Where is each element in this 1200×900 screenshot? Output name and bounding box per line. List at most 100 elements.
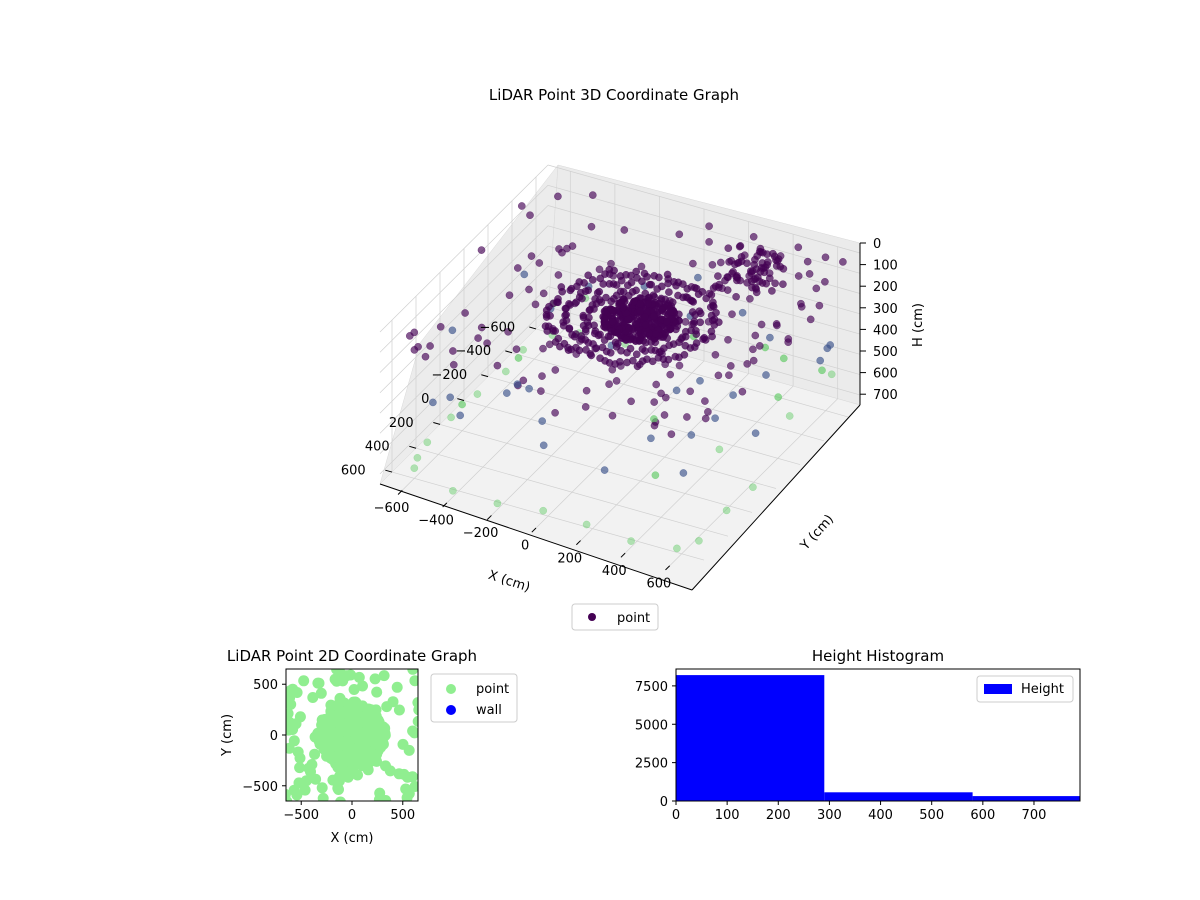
point-2d — [393, 704, 405, 716]
point-3d — [653, 285, 662, 293]
point-3d — [729, 391, 737, 399]
grid-floor-y — [624, 385, 794, 554]
point-2d — [294, 762, 306, 774]
point-2d — [341, 735, 353, 747]
point-3d — [421, 352, 430, 361]
point-2d — [310, 773, 322, 785]
point-3d — [651, 330, 660, 338]
point-3d — [692, 326, 700, 335]
point-3d — [446, 393, 455, 402]
tick-label-3d-y: 400 — [602, 564, 627, 579]
point-3d — [620, 226, 629, 234]
point-3d — [632, 267, 641, 276]
point-3d — [749, 356, 758, 365]
point-2d — [339, 749, 351, 761]
point-3d — [447, 413, 455, 422]
point-3d — [527, 252, 536, 260]
grid-floor-y — [446, 335, 616, 504]
point-3d — [575, 346, 584, 355]
point-3d — [797, 302, 806, 311]
chart-2d-legend-marker-wall — [446, 705, 456, 715]
point-2d — [348, 684, 360, 695]
point-3d — [755, 342, 764, 350]
point-3d — [493, 361, 502, 370]
point-3d — [588, 191, 597, 199]
point-3d — [827, 370, 836, 379]
tick-3d-x — [505, 350, 513, 354]
tick-label-hist-x: 400 — [868, 808, 893, 823]
point-2d — [348, 760, 360, 772]
point-3d — [429, 398, 437, 407]
point-3d — [592, 344, 601, 353]
chart-histogram-legend-box — [976, 675, 1074, 703]
point-3d — [513, 264, 522, 272]
chart-3d-legend-marker — [588, 613, 596, 621]
point-3d — [519, 376, 528, 385]
point-3d — [688, 308, 697, 316]
point-3d — [839, 258, 847, 266]
tick-label-hist-y: 2500 — [635, 757, 668, 772]
point-3d — [763, 250, 771, 259]
point-3d — [683, 413, 691, 421]
point-3d — [673, 544, 681, 553]
point-2d — [352, 746, 364, 758]
chart-3d-legend: point — [571, 603, 659, 631]
tick-label-2d-y: 0 — [270, 729, 278, 744]
point-3d — [405, 332, 414, 340]
point-3d — [696, 318, 705, 327]
chart-2d-legend-label-point: point — [476, 682, 509, 697]
point-3d — [558, 287, 567, 296]
point-3d — [513, 380, 522, 389]
point-3d — [714, 371, 723, 380]
point-3d — [612, 377, 621, 385]
point-3d — [635, 336, 644, 345]
point-3d — [504, 327, 512, 336]
point-3d — [458, 400, 466, 409]
point-2d — [407, 725, 418, 737]
point-3d — [637, 262, 646, 271]
point-3d — [705, 222, 713, 231]
point-3d — [436, 322, 445, 331]
point-3d — [584, 271, 593, 280]
point-2d — [402, 771, 413, 783]
point-3d — [728, 269, 736, 278]
point-3d — [702, 294, 711, 303]
point-3d — [594, 331, 603, 340]
point-3d — [779, 354, 788, 363]
point-3d — [803, 257, 812, 266]
point-3d — [665, 288, 673, 296]
point-3d — [539, 344, 547, 353]
point-3d — [607, 297, 616, 306]
point-3d — [692, 339, 701, 347]
tick-3d-y — [665, 565, 671, 571]
point-2d — [309, 731, 321, 743]
point-3d — [675, 230, 684, 239]
point-2d — [345, 669, 357, 681]
point-2d — [299, 784, 311, 796]
point-3d — [696, 376, 704, 385]
point-2d — [371, 686, 383, 698]
point-3d — [640, 269, 649, 278]
point-3d — [595, 265, 604, 274]
point-3d — [627, 397, 635, 406]
point-3d — [502, 389, 511, 397]
chart-2d-xlabel: X (cm) — [331, 831, 374, 846]
point-3d — [689, 259, 697, 268]
grid-back-h — [379, 286, 549, 454]
point-2d — [317, 792, 329, 801]
point-3d — [477, 323, 486, 332]
tick-3d-x — [481, 374, 489, 378]
point-3d — [644, 299, 653, 308]
point-3d — [805, 270, 814, 278]
point-3d — [558, 248, 566, 257]
chart-3d-legend-label: point — [617, 611, 650, 626]
grid-left-h — [547, 205, 861, 294]
point-3d — [626, 344, 635, 353]
point-2d — [362, 735, 374, 747]
point-3d — [736, 242, 745, 250]
histogram-bar — [824, 792, 973, 801]
point-3d — [709, 284, 718, 292]
point-3d — [674, 291, 682, 300]
point-3d — [461, 309, 469, 317]
point-3d — [821, 277, 829, 286]
